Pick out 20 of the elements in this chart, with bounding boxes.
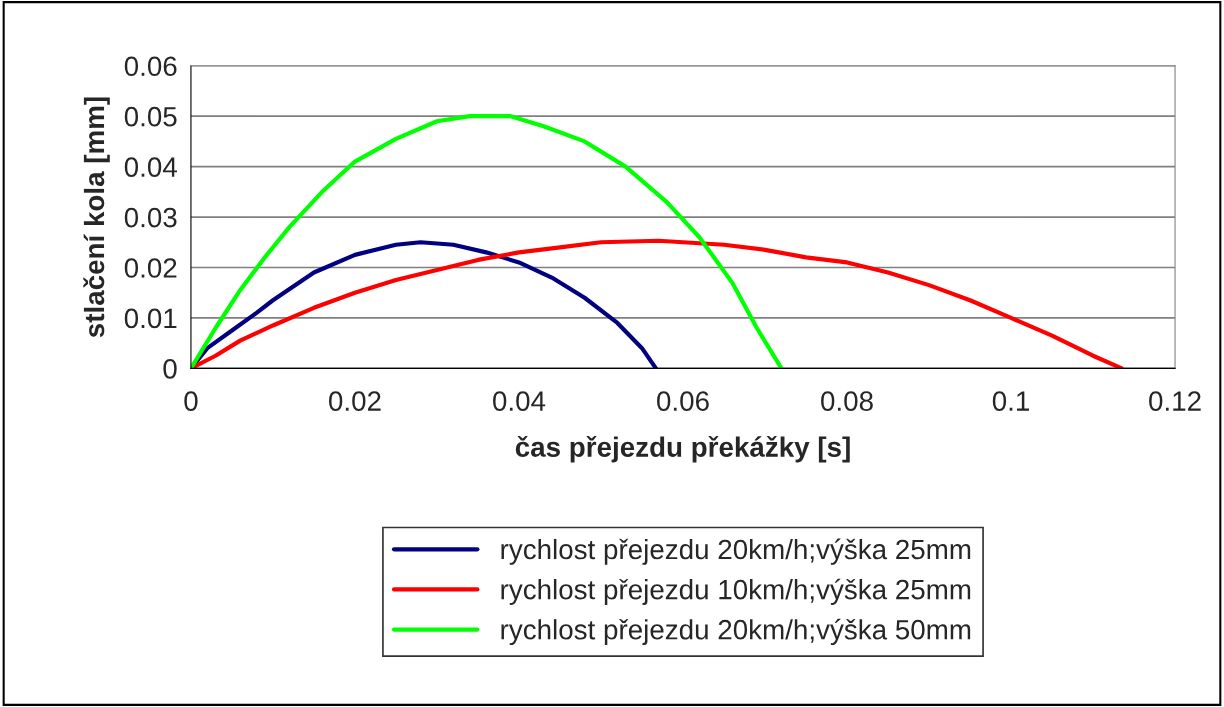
x-tick-label: 0: [184, 391, 198, 411]
line-series: [190, 114, 784, 369]
x-tick-label: 0.12: [1149, 391, 1201, 411]
x-axis-title: čas přejezdu překážky [s]: [515, 435, 850, 463]
y-tick-label: 0: [163, 359, 177, 379]
y-tick-label: 0.02: [124, 258, 177, 278]
y-tick-label: 0.06: [124, 56, 177, 77]
legend-label: rychlost přejezdu 20km/h;výška 50mm: [501, 618, 971, 646]
x-tick-label: 0.02: [329, 391, 381, 411]
y-tick-label: 0.01: [124, 308, 177, 329]
x-tick-label: 0.06: [657, 391, 709, 411]
x-tick-label: 0.08: [821, 391, 873, 411]
y-tick-label: 0.04: [124, 157, 177, 177]
legend-label: rychlost přejezdu 10km/h;výška 25mm: [501, 578, 971, 605]
y-tick-label: 0.05: [124, 106, 177, 127]
legend-label: rychlost přejezdu 20km/h;výška 25mm: [501, 538, 971, 565]
y-axis-title: stlačení kola [mm]: [83, 97, 110, 338]
x-tick-label: 0.04: [493, 391, 546, 411]
y-tick-label: 0.03: [124, 207, 177, 228]
x-tick-label: 0.1: [992, 391, 1029, 411]
